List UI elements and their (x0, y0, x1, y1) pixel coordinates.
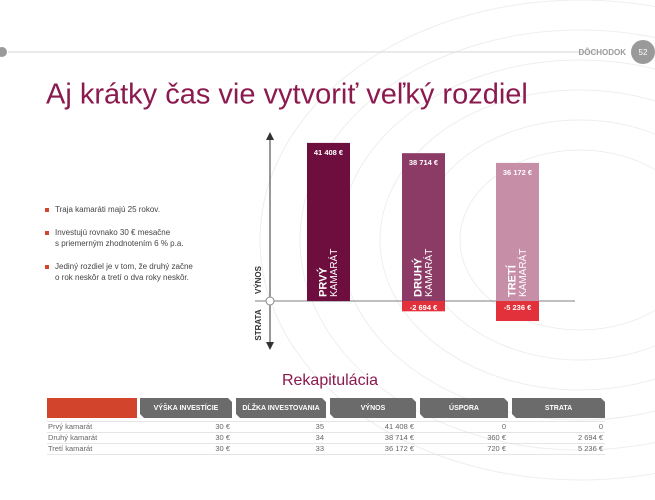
bar (307, 142, 350, 302)
table-cell: 41 408 € (385, 422, 415, 431)
table-cell: 35 (316, 422, 324, 431)
table-cell: 30 € (215, 444, 230, 453)
category-label: TRETÍ (505, 264, 518, 297)
table-cell: Druhý kamarát (48, 433, 98, 442)
category-label: KAMARÁT (422, 249, 435, 297)
origin-circle (265, 296, 275, 306)
table-cell: 33 (316, 444, 324, 453)
header-cell (140, 398, 232, 418)
category-label: KAMARÁT (516, 249, 529, 297)
table-cell: 360 € (487, 433, 507, 442)
header-text: DĹŽKA INVESTOVANIA (242, 403, 319, 412)
category-label: PRVÝ (316, 267, 329, 297)
table-title: Rekapitulácia (282, 372, 378, 389)
category-label: KAMARÁT (327, 249, 340, 297)
header-cell (330, 398, 416, 418)
bar (402, 153, 445, 302)
header-text: ÚSPORA (449, 403, 479, 412)
loss-bar (496, 301, 539, 322)
value-label: 38 714 € (409, 158, 439, 167)
header-cell (512, 398, 605, 418)
table-cell: 0 (599, 422, 603, 431)
bullet-marker (45, 265, 49, 269)
y-label-loss: STRATA (254, 309, 263, 340)
bullet-text: Investujú rovnako 30 € mesačne (55, 228, 171, 237)
header-cell (236, 398, 326, 418)
table-cell: 30 € (215, 433, 230, 442)
header-text: VÝŠKA INVESTÍCIE (154, 403, 219, 412)
bullet-marker (45, 208, 49, 212)
table-cell: 38 714 € (385, 433, 415, 442)
loss-bar (402, 301, 445, 312)
table-cell: 30 € (215, 422, 230, 431)
value-label: 36 172 € (503, 168, 533, 177)
bullet-text: s priemerným zhodnotením 6 % p.a. (55, 239, 184, 248)
page-number: 52 (639, 48, 648, 57)
bullet-text: o rok neskôr a tretí o dva roky neskôr. (55, 273, 189, 282)
bullet-text: Traja kamaráti majú 25 rokov. (55, 205, 160, 214)
bar (496, 162, 539, 302)
table-cell: 36 172 € (385, 444, 415, 453)
table-cell: Tretí kamarát (48, 444, 93, 453)
header-text: STRATA (545, 405, 572, 412)
table-cell: 2 694 € (578, 433, 604, 442)
header-cell (420, 398, 508, 418)
table-cell: Prvý kamarát (48, 422, 93, 431)
loss-label: -2 694 € (410, 303, 438, 312)
bullet-text: Jediný rozdiel je v tom, že druhý začne (55, 262, 193, 271)
header-text: VÝNOS (361, 403, 386, 412)
y-label-gain: VÝNOS (254, 265, 263, 294)
section-label: DÔCHODOK (578, 48, 626, 57)
table-cell: 0 (502, 422, 506, 431)
rule-dot (0, 47, 7, 57)
table-cell: 5 236 € (578, 444, 604, 453)
loss-label: -5 236 € (504, 303, 532, 312)
category-label: DRUHÝ (411, 257, 424, 297)
bullet-marker (45, 231, 49, 235)
table-cell: 720 € (487, 444, 507, 453)
table-corner (47, 398, 137, 418)
page-badge (631, 40, 655, 64)
table-cell: 34 (316, 433, 324, 442)
value-label: 41 408 € (314, 148, 344, 157)
page-title: Aj krátky čas vie vytvoriť veľký rozdiel (46, 79, 528, 111)
